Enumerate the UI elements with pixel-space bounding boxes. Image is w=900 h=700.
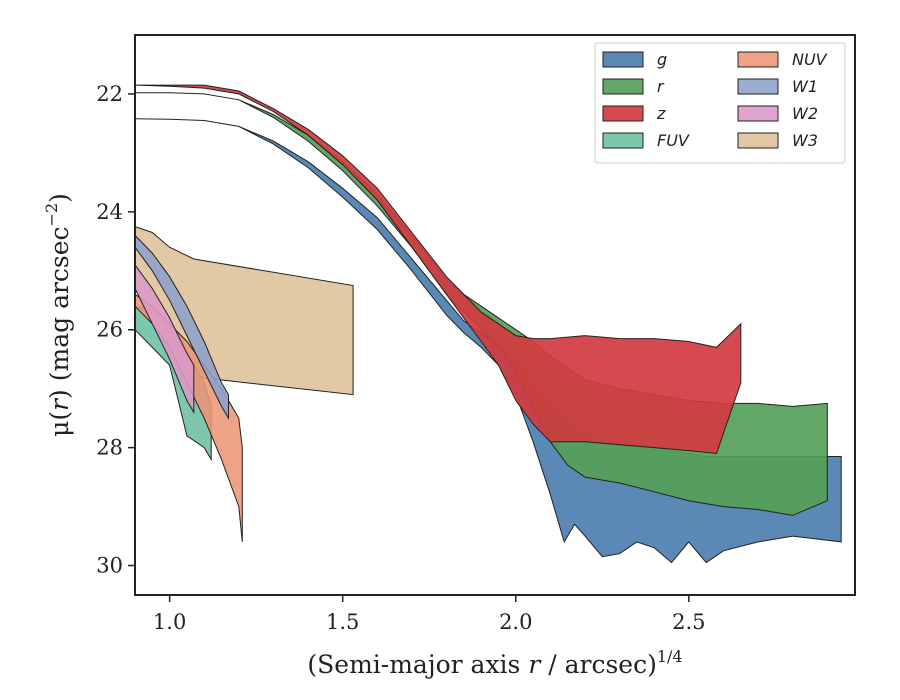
x-axis-label-main: (Semi-major axis	[307, 650, 528, 679]
x-tick-label: 1.0	[153, 610, 186, 634]
y-axis-label-end: )	[45, 193, 74, 203]
y-tick-label: 30	[96, 554, 123, 578]
legend-swatch-z	[602, 105, 644, 122]
legend-swatch-nuv	[737, 51, 779, 68]
x-tick-label: 2.0	[499, 610, 532, 634]
x-axis-label-sup: 1/4	[657, 647, 683, 666]
legend-swatch-w2	[737, 105, 779, 122]
legend-label-g: g	[657, 50, 667, 69]
legend-label-z: z	[656, 104, 666, 123]
y-tick-label: 24	[96, 200, 123, 224]
series-band-w3	[135, 226, 354, 396]
legend-label-w1: W1	[792, 77, 818, 96]
x-tick-label: 2.5	[672, 610, 705, 634]
x-axis-label: (Semi-major axis r / arcsec)1/4	[307, 647, 682, 679]
y-axis-label-var: r	[45, 397, 74, 411]
legend-label-fuv: FUV	[657, 131, 690, 150]
x-tick-label: 1.5	[326, 610, 359, 634]
legend-label-r: r	[657, 77, 665, 96]
legend-box	[594, 42, 846, 164]
legend-swatch-w3	[737, 132, 779, 149]
y-axis-label: μ(r) (mag arcsec−2)	[42, 193, 74, 437]
legend-swatch-w1	[737, 78, 779, 95]
series-layer	[135, 84, 842, 564]
x-axis-label-unit: / arcsec)	[540, 650, 657, 679]
x-axis-label-var: r	[528, 650, 542, 679]
ticks-layer: 1.0 1.5 2.0 2.5 22 24 26 28 30	[96, 82, 705, 634]
legend-label-nuv: NUV	[792, 50, 828, 69]
y-axis-label-unit: ) (mag arcsec	[45, 226, 74, 399]
legend-label-w2: W2	[792, 104, 818, 123]
y-tick-label: 26	[96, 318, 123, 342]
y-axis-label-main: μ(	[45, 411, 74, 437]
y-tick-label: 28	[96, 436, 123, 460]
series-band-w2	[135, 264, 195, 415]
legend: grz FUV NUV W1 W2 W3	[594, 42, 846, 164]
legend-label-w3: W3	[792, 131, 818, 150]
legend-swatch-g	[602, 51, 644, 68]
legend-swatch-fuv	[602, 132, 644, 149]
series-band-w1	[135, 234, 229, 421]
y-tick-label: 22	[96, 82, 123, 106]
y-axis-label-sup: −2	[42, 203, 61, 227]
series-band-z	[135, 84, 742, 455]
legend-swatch-r	[602, 78, 644, 95]
plot-frame	[134, 34, 856, 596]
